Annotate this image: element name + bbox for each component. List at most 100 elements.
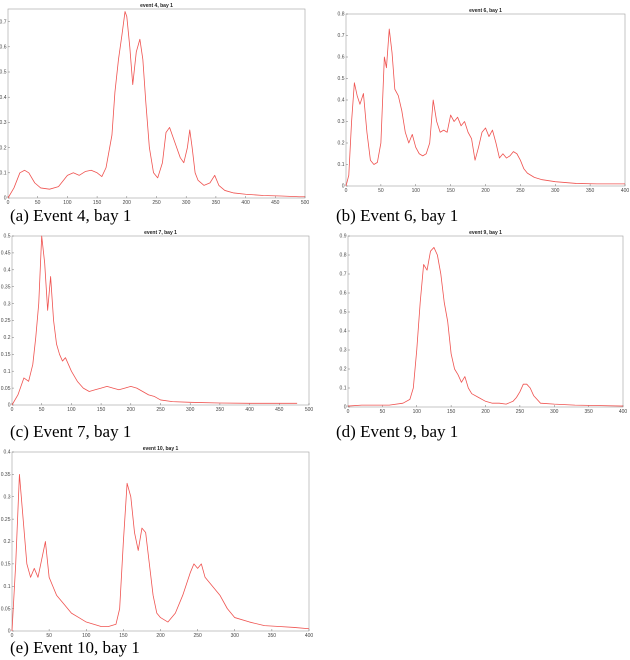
y-tick-label: 0.1 [4, 369, 11, 375]
plot-frame [11, 451, 310, 632]
x-tick-label: 350 [586, 188, 595, 194]
chart-title: event 9, bay 1 [469, 230, 502, 236]
x-tick-label: 350 [268, 633, 277, 639]
y-tick-label: 0.8 [338, 12, 345, 18]
y-tick-label: 0.2 [4, 335, 11, 341]
y-tick-label: 0 [8, 403, 11, 409]
y-tick-label: 0.5 [4, 234, 11, 240]
chart-c-svg: event 7, bay 1 0 50 100 150 200 250 300 350 400 45… [1, 230, 314, 413]
y-tick-label: 0.15 [1, 352, 11, 358]
chart-d-svg: event 9, bay 1 0 50 100 150 200 250 300 350 400 0 0… [340, 230, 628, 415]
x-tick-label: 200 [481, 409, 490, 415]
x-tick-label: 200 [127, 407, 136, 413]
y-tick-label: 0.4 [0, 95, 7, 101]
x-tick-label: 0 [345, 188, 348, 194]
y-tick-label: 0.7 [0, 19, 7, 25]
series-line [11, 473, 310, 632]
y-tick-label: 0.25 [1, 318, 11, 324]
y-tick-label: 0 [342, 184, 345, 190]
x-tick-label: 150 [97, 407, 106, 413]
y-tick-label: 0.4 [4, 450, 11, 456]
y-tick-label: 0.6 [0, 45, 7, 51]
x-tick-label: 100 [412, 188, 421, 194]
x-tick-label: 50 [39, 407, 45, 413]
x-tick-label: 250 [516, 188, 525, 194]
y-tick-label: 0.35 [1, 284, 11, 290]
y-tick-label: 0.5 [0, 70, 7, 76]
x-tick-label: 150 [119, 633, 128, 639]
y-tick-label: 0.3 [340, 348, 347, 354]
series-line [345, 28, 625, 187]
x-tick-label: 50 [378, 188, 384, 194]
y-tick-label: 0.9 [340, 234, 347, 240]
y-tick-label: 0.1 [340, 386, 347, 392]
chart-panel-e: event 10, bay 1 0 50 100 150 200 250 300 350 400 0… [0, 445, 315, 660]
x-tick-label: 250 [156, 407, 165, 413]
x-tick-label: 150 [447, 409, 456, 415]
chart-e-svg: event 10, bay 1 0 50 100 150 200 250 300 350 400 0… [1, 446, 314, 639]
x-tick-label: 300 [182, 200, 191, 206]
x-tick-label: 250 [516, 409, 525, 415]
y-tick-label: 0.2 [340, 367, 347, 373]
x-tick-label: 100 [67, 407, 76, 413]
y-tick-label: 0 [8, 629, 11, 635]
x-tick-label: 400 [621, 188, 630, 194]
x-tick-label: 150 [93, 200, 102, 206]
chart-a-caption: (a) Event 4, bay 1 [10, 206, 132, 225]
y-tick-label: 0.1 [4, 584, 11, 590]
x-tick-label: 300 [231, 633, 240, 639]
y-tick-label: 0.6 [340, 291, 347, 297]
x-tick-label: 400 [619, 409, 628, 415]
y-tick-label: 0.05 [1, 606, 11, 612]
x-tick-label: 200 [123, 200, 132, 206]
x-tick-label: 50 [46, 633, 52, 639]
series-line [7, 11, 305, 199]
y-tick-label: 0.5 [340, 310, 347, 316]
series-line [11, 235, 298, 406]
x-tick-label: 350 [584, 409, 593, 415]
y-tick-label: 0.4 [4, 268, 11, 274]
y-tick-label: 0 [344, 405, 347, 411]
x-tick-label: 300 [551, 188, 560, 194]
x-tick-label: 400 [305, 633, 314, 639]
x-tick-label: 0 [7, 200, 10, 206]
y-tick-label: 0.6 [338, 55, 345, 61]
y-tick-label: 0.7 [338, 33, 345, 39]
y-tick-label: 0.3 [4, 301, 11, 307]
y-tick-label: 0.15 [1, 562, 11, 568]
x-tick-label: 350 [212, 200, 221, 206]
x-tick-label: 100 [63, 200, 72, 206]
y-tick-label: 0.4 [340, 329, 347, 335]
y-tick-label: 0.45 [1, 251, 11, 257]
x-tick-label: 500 [305, 407, 314, 413]
chart-title: event 4, bay 1 [140, 3, 173, 9]
chart-panel-c: event 7, bay 1 0 50 100 150 200 250 300 350 400 45… [0, 227, 315, 442]
y-tick-label: 0.3 [338, 119, 345, 125]
y-tick-label: 0.8 [340, 253, 347, 259]
x-tick-label: 350 [216, 407, 225, 413]
x-tick-label: 250 [193, 633, 202, 639]
y-tick-label: 0.7 [340, 272, 347, 278]
y-tick-label: 0.3 [4, 494, 11, 500]
plot-frame [345, 13, 626, 187]
chart-panel-d: event 9, bay 1 0 50 100 150 200 250 300 350 400 0 0… [318, 227, 630, 442]
x-tick-label: 150 [446, 188, 455, 194]
series-line [347, 247, 624, 407]
chart-title: event 7, bay 1 [144, 230, 177, 236]
y-tick-label: 0.1 [0, 171, 7, 177]
y-tick-label: 0.2 [4, 539, 11, 545]
y-tick-label: 0.3 [0, 120, 7, 126]
chart-title: event 6, bay 1 [469, 8, 502, 14]
x-tick-label: 50 [380, 409, 386, 415]
y-tick-label: 0.25 [1, 517, 11, 523]
y-tick-label: 0.2 [0, 145, 7, 151]
chart-e-caption: (e) Event 10, bay 1 [10, 638, 140, 657]
y-tick-label: 0.5 [338, 76, 345, 82]
chart-b-caption: (b) Event 6, bay 1 [336, 206, 459, 225]
x-tick-label: 300 [550, 409, 559, 415]
chart-panel-a: event 4, bay 1 0 50 100 150 200 250 300 350 400 45… [0, 0, 315, 225]
y-tick-label: 0.4 [338, 98, 345, 104]
x-tick-label: 200 [481, 188, 490, 194]
y-tick-label: 0.1 [338, 162, 345, 168]
x-tick-label: 300 [186, 407, 195, 413]
